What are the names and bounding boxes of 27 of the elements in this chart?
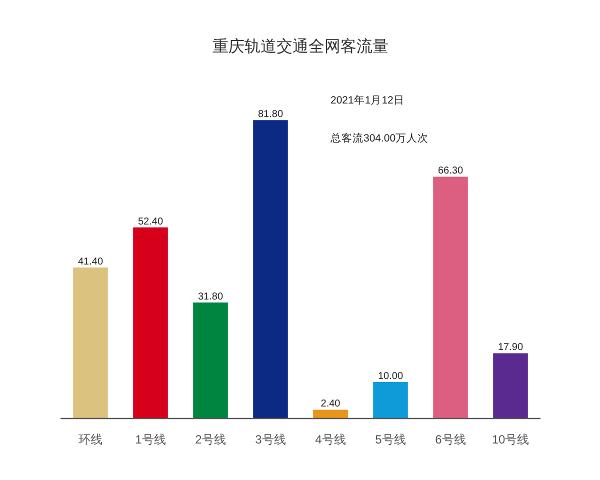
x-tick-label: 5号线 [375, 432, 406, 446]
data-label: 66.30 [438, 166, 464, 177]
bar [133, 227, 168, 418]
x-tick-label: 环线 [78, 432, 102, 446]
x-tick-label: 10号线 [492, 432, 530, 446]
x-tick-label: 6号线 [435, 432, 466, 446]
x-tick-label: 1号线 [135, 432, 166, 446]
data-label: 2.40 [320, 398, 341, 410]
data-label: 10.00 [378, 371, 404, 382]
data-label: 41.40 [78, 256, 104, 268]
bar [373, 382, 408, 418]
bar [313, 410, 348, 418]
bar [73, 268, 108, 418]
x-tick-label: 3号线 [255, 432, 286, 446]
bar [433, 176, 468, 418]
chart-title: 重庆轨道交通全网客流量 [212, 38, 388, 56]
x-tick-label: 4号线 [315, 432, 346, 446]
data-label: 31.80 [198, 292, 224, 303]
data-label: 52.40 [138, 216, 164, 228]
x-tick-label: 2号线 [195, 432, 226, 446]
data-label: 17.90 [498, 342, 524, 354]
bar [493, 353, 528, 418]
annotation: 总客流304.00万人次 [330, 132, 429, 144]
bar [253, 120, 288, 418]
data-label: 81.80 [258, 109, 284, 120]
text: 2021年1月12日 [330, 94, 404, 106]
bar [193, 302, 228, 418]
